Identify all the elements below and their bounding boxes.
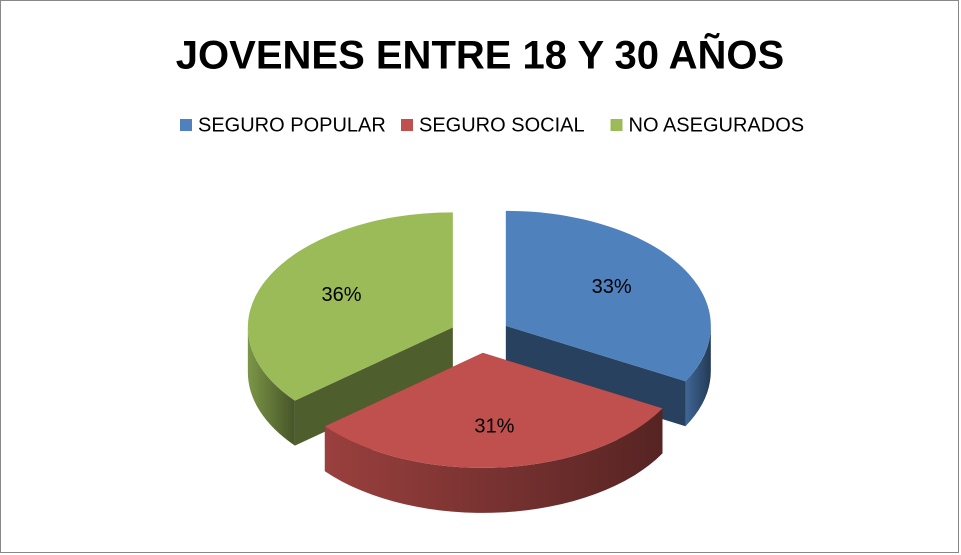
legend-label: SEGURO POPULAR	[198, 114, 386, 136]
data-label: 36%	[322, 284, 362, 306]
slice-top	[247, 212, 453, 401]
slice-side	[685, 325, 711, 427]
slice-top	[324, 352, 663, 468]
slice	[247, 212, 453, 446]
slice	[505, 210, 711, 427]
slice-wall	[505, 325, 686, 427]
slice	[324, 352, 663, 513]
chart-title: JOVENES ENTRE 18 Y 30 AÑOS	[176, 32, 784, 78]
slice-side	[247, 327, 295, 446]
slice-top	[505, 210, 711, 382]
slice-side	[324, 408, 663, 513]
data-label: 31%	[474, 416, 514, 438]
legend-label: SEGURO SOCIAL	[419, 114, 585, 136]
slice-wall	[294, 327, 453, 446]
legend-swatch	[610, 119, 623, 131]
legend-swatch	[180, 119, 192, 131]
legend-label: NO ASEGURADOS	[629, 114, 805, 136]
legend-swatch	[401, 119, 413, 131]
data-label: 33%	[592, 276, 632, 298]
